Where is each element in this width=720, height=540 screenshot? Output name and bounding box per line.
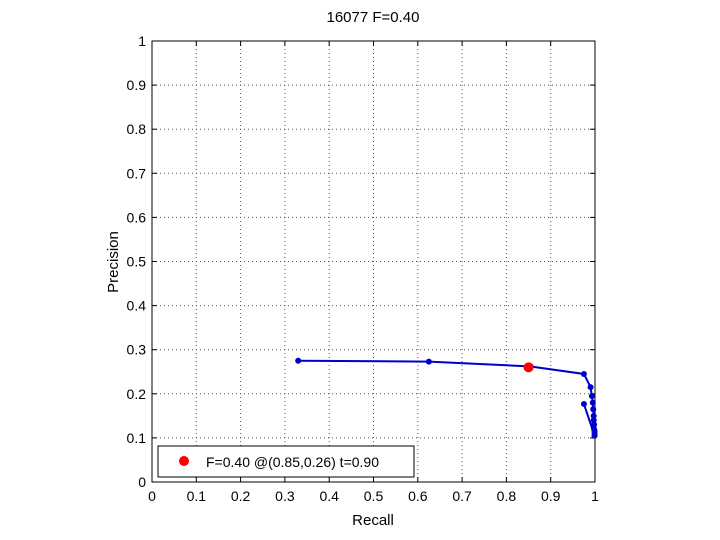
x-tick-label: 1 [591,488,599,504]
best-f-marker [523,362,534,373]
y-tick-label: 1 [138,33,146,49]
x-tick-label: 0.5 [364,488,384,504]
x-axis-label: Recall [352,512,394,529]
y-tick-label: 0.3 [127,342,147,358]
x-tick-label: 0.7 [452,488,472,504]
x-tick-label: 0.3 [275,488,295,504]
pr-curve-point [425,358,432,365]
pr-curve-point [590,417,597,424]
data-series [295,357,598,439]
legend-box [157,445,415,478]
pr-curve-point [580,400,587,407]
x-tick-label: 0.6 [408,488,428,504]
y-tick-label: 0.2 [127,386,147,402]
pr-curve-point [591,432,598,439]
y-tick-label: 0.5 [127,254,147,270]
x-tick-label: 0.2 [231,488,251,504]
y-tick-label: 0.7 [127,165,147,181]
y-tick-label: 0.1 [127,430,147,446]
pr-curve-point [590,412,597,419]
pr-curve-point [590,406,597,413]
legend-text: F=0.40 @(0.85,0.26) t=0.90 [206,454,379,470]
x-tick-label: 0.9 [541,488,561,504]
x-tick-label: 0.4 [319,488,339,504]
y-tick-label: 0.4 [127,298,147,314]
y-tick-label: 0 [138,474,146,490]
legend-marker [179,456,189,466]
pr-curve-point [580,370,587,377]
y-tick-label: 0.6 [127,209,147,225]
pr-curve-point [295,357,302,364]
chart-title: 16077 F=0.40 [327,9,420,26]
legend: F=0.40 @(0.85,0.26) t=0.90 [157,445,415,478]
pr-curve-point [587,384,594,391]
y-tick-label: 0.9 [127,77,147,93]
x-tick-label: 0.8 [497,488,517,504]
y-tick-label: 0.8 [127,121,147,137]
pr-curve-point [588,393,595,400]
grid [152,41,595,482]
x-tick-label: 0 [148,488,156,504]
pr-curve-point [589,399,596,406]
x-tick-label: 0.1 [187,488,207,504]
y-axis-label: Precision [105,231,122,293]
pr-curve-point [591,421,598,428]
